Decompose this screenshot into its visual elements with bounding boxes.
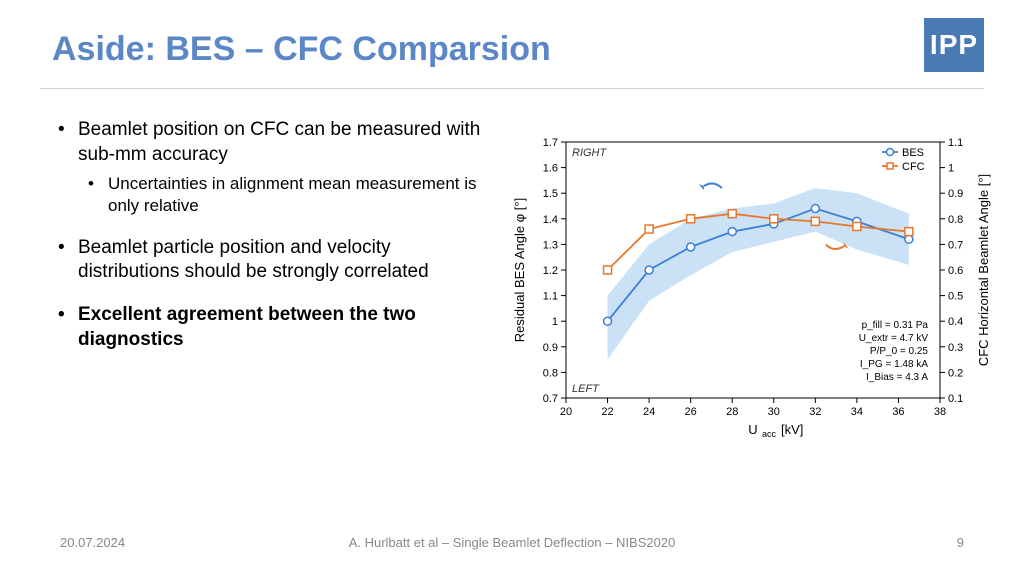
bullet-list: Beamlet position on CFC can be measured …	[58, 118, 488, 356]
svg-text:[kV]: [kV]	[781, 422, 803, 437]
footer-page: 9	[957, 535, 964, 550]
svg-text:1.1: 1.1	[948, 137, 963, 149]
svg-text:RIGHT: RIGHT	[572, 147, 608, 159]
footer-date: 20.07.2024	[60, 535, 125, 550]
svg-text:0.9: 0.9	[948, 188, 963, 200]
svg-text:1: 1	[948, 163, 954, 175]
svg-text:1.5: 1.5	[543, 188, 558, 200]
page-title: Aside: BES – CFC Comparsion	[52, 30, 551, 69]
svg-text:Residual BES Angle φ [°]: Residual BES Angle φ [°]	[512, 198, 527, 342]
svg-text:0.9: 0.9	[543, 342, 558, 354]
svg-text:30: 30	[768, 406, 780, 418]
svg-text:I_PG = 1.48 kA: I_PG = 1.48 kA	[860, 359, 928, 370]
svg-text:0.7: 0.7	[948, 239, 963, 251]
svg-text:32: 32	[809, 406, 821, 418]
svg-text:1.4: 1.4	[543, 214, 558, 226]
svg-text:BES: BES	[902, 147, 924, 159]
svg-text:acc: acc	[762, 429, 777, 439]
svg-text:0.2: 0.2	[948, 367, 963, 379]
bullet-1: Beamlet position on CFC can be measured …	[58, 118, 488, 167]
svg-text:p_fill = 0.31 Pa: p_fill = 0.31 Pa	[862, 320, 929, 331]
svg-text:34: 34	[851, 406, 863, 418]
svg-text:1.6: 1.6	[543, 163, 558, 175]
bes-cfc-chart: 20 22 24 26 28 30 32 34 36 38 0.7 0.8 0.9 1 1.1 1.2 1.3 1…	[508, 130, 998, 440]
svg-text:CFC Horizontal Beamlet Angle [: CFC Horizontal Beamlet Angle [°]	[976, 174, 991, 366]
bullet-1a: Uncertainties in alignment mean measurem…	[88, 173, 488, 217]
svg-text:0.8: 0.8	[948, 214, 963, 226]
svg-text:I_Bias = 4.3 A: I_Bias = 4.3 A	[866, 372, 928, 383]
svg-text:1.3: 1.3	[543, 239, 558, 251]
svg-text:24: 24	[643, 406, 655, 418]
svg-text:CFC: CFC	[902, 161, 925, 173]
bullet-2: Beamlet particle position and velocity d…	[58, 236, 488, 285]
svg-text:1.7: 1.7	[543, 137, 558, 149]
svg-text:0.7: 0.7	[543, 393, 558, 405]
svg-text:0.5: 0.5	[948, 291, 963, 303]
footer-citation: A. Hurlbatt et al – Single Beamlet Defle…	[349, 535, 676, 550]
svg-text:20: 20	[560, 406, 572, 418]
svg-text:0.4: 0.4	[948, 316, 963, 328]
svg-text:22: 22	[601, 406, 613, 418]
svg-text:1: 1	[552, 316, 558, 328]
svg-text:0.3: 0.3	[948, 342, 963, 354]
svg-text:1.1: 1.1	[543, 291, 558, 303]
divider	[40, 88, 984, 89]
svg-text:P/P_0 = 0.25: P/P_0 = 0.25	[870, 346, 929, 357]
svg-text:26: 26	[685, 406, 697, 418]
ipp-logo: IPP	[924, 18, 984, 72]
svg-text:U_extr = 4.7 kV: U_extr = 4.7 kV	[859, 333, 929, 344]
svg-text:28: 28	[726, 406, 738, 418]
bullet-3: Excellent agreement between the two diag…	[58, 303, 488, 352]
svg-text:1.2: 1.2	[543, 265, 558, 277]
svg-text:0.8: 0.8	[543, 367, 558, 379]
svg-text:LEFT: LEFT	[572, 383, 600, 395]
svg-text:0.1: 0.1	[948, 393, 963, 405]
svg-text:0.6: 0.6	[948, 265, 963, 277]
svg-text:38: 38	[934, 406, 946, 418]
footer: 20.07.2024 A. Hurlbatt et al – Single Be…	[0, 535, 1024, 550]
svg-text:U: U	[748, 422, 757, 437]
svg-text:36: 36	[892, 406, 904, 418]
